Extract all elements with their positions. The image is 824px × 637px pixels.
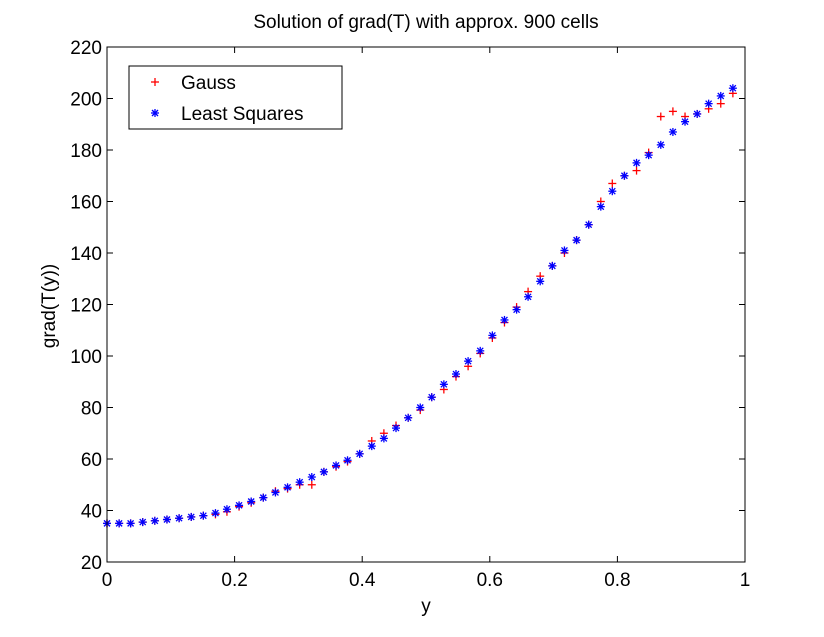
data-point xyxy=(608,187,617,196)
data-point xyxy=(704,99,713,108)
data-point xyxy=(548,261,557,270)
data-point xyxy=(620,171,629,180)
data-point xyxy=(668,107,677,116)
data-point xyxy=(464,357,473,366)
data-point xyxy=(512,305,521,314)
data-point xyxy=(488,331,497,340)
legend-marker-symbol xyxy=(151,78,159,86)
data-point xyxy=(199,511,208,520)
data-point xyxy=(211,509,220,518)
data-point xyxy=(343,456,352,465)
data-point xyxy=(138,518,147,527)
data-point xyxy=(367,442,376,451)
data-point xyxy=(283,483,292,492)
data-point xyxy=(693,109,702,118)
y-tick-label: 60 xyxy=(81,450,102,471)
y-tick-label: 80 xyxy=(81,399,102,420)
data-point xyxy=(247,497,256,506)
data-point xyxy=(584,220,593,229)
legend: Gauss Least Squares xyxy=(128,65,343,130)
data-point xyxy=(271,488,280,497)
data-point xyxy=(439,380,448,389)
x-axis-label: y xyxy=(421,596,431,617)
plot-area-frame xyxy=(106,46,746,563)
y-tick-label: 220 xyxy=(70,38,102,59)
x-tick-label: 1 xyxy=(740,570,751,591)
data-point xyxy=(451,370,460,379)
data-point xyxy=(379,434,388,443)
x-tick-label: 0.2 xyxy=(221,570,247,591)
x-tick-label: 0.4 xyxy=(349,570,376,591)
data-points xyxy=(103,84,737,528)
data-point xyxy=(656,140,665,149)
legend-marker-least-squares xyxy=(151,109,159,117)
y-tick-label: 40 xyxy=(81,502,102,523)
data-point xyxy=(416,403,425,412)
legend-label-least-squares: Least Squares xyxy=(181,104,304,125)
data-point xyxy=(668,127,677,136)
data-point xyxy=(175,514,184,523)
data-point xyxy=(259,493,268,502)
data-point xyxy=(427,393,436,402)
y-tick-label: 20 xyxy=(81,553,102,574)
data-point xyxy=(332,461,341,470)
legend-marker-symbol xyxy=(151,109,159,117)
y-tick-label: 120 xyxy=(70,296,102,317)
series-least-squares xyxy=(103,84,737,528)
axis-ticks: 0 0.2 0.4 0.6 0.8 120406080100120140160180200… xyxy=(70,38,750,591)
data-point xyxy=(536,277,545,286)
data-point xyxy=(681,117,690,126)
chart-title: Solution of grad(T) with approx. 900 cel… xyxy=(253,12,598,33)
y-tick-label: 180 xyxy=(70,141,102,162)
data-point xyxy=(150,516,159,525)
data-point xyxy=(608,179,617,188)
data-point xyxy=(187,512,196,521)
data-point xyxy=(392,424,401,433)
legend-label-gauss: Gauss xyxy=(181,73,236,94)
y-tick-label: 100 xyxy=(70,347,102,368)
data-point xyxy=(476,346,485,355)
x-tick-label: 0.6 xyxy=(477,570,503,591)
data-point xyxy=(500,315,509,324)
data-point xyxy=(235,501,244,510)
data-point xyxy=(728,84,737,93)
data-point xyxy=(307,480,316,489)
data-point xyxy=(716,99,725,108)
x-tick-label: 0.8 xyxy=(604,570,630,591)
y-tick-label: 140 xyxy=(70,244,102,265)
data-point xyxy=(126,519,135,528)
data-point xyxy=(632,158,641,167)
data-point xyxy=(572,236,581,245)
data-point xyxy=(222,505,231,514)
y-tick-label: 200 xyxy=(70,90,102,111)
data-point xyxy=(355,449,364,458)
y-axis-label: grad(T(y)) xyxy=(39,264,60,348)
data-point xyxy=(319,467,328,476)
data-point xyxy=(632,166,641,175)
data-point xyxy=(162,515,171,524)
y-tick-label: 160 xyxy=(70,193,102,214)
legend-box xyxy=(128,65,343,130)
data-point xyxy=(560,246,569,255)
data-point xyxy=(295,478,304,487)
data-point xyxy=(656,112,665,121)
data-point xyxy=(596,202,605,211)
data-point xyxy=(404,413,413,422)
legend-marker-gauss xyxy=(151,78,159,86)
data-point xyxy=(115,519,124,528)
data-point xyxy=(716,91,725,100)
data-point xyxy=(644,151,653,160)
data-point xyxy=(524,292,533,301)
x-tick-label: 0 xyxy=(102,570,113,591)
data-point xyxy=(307,473,316,482)
